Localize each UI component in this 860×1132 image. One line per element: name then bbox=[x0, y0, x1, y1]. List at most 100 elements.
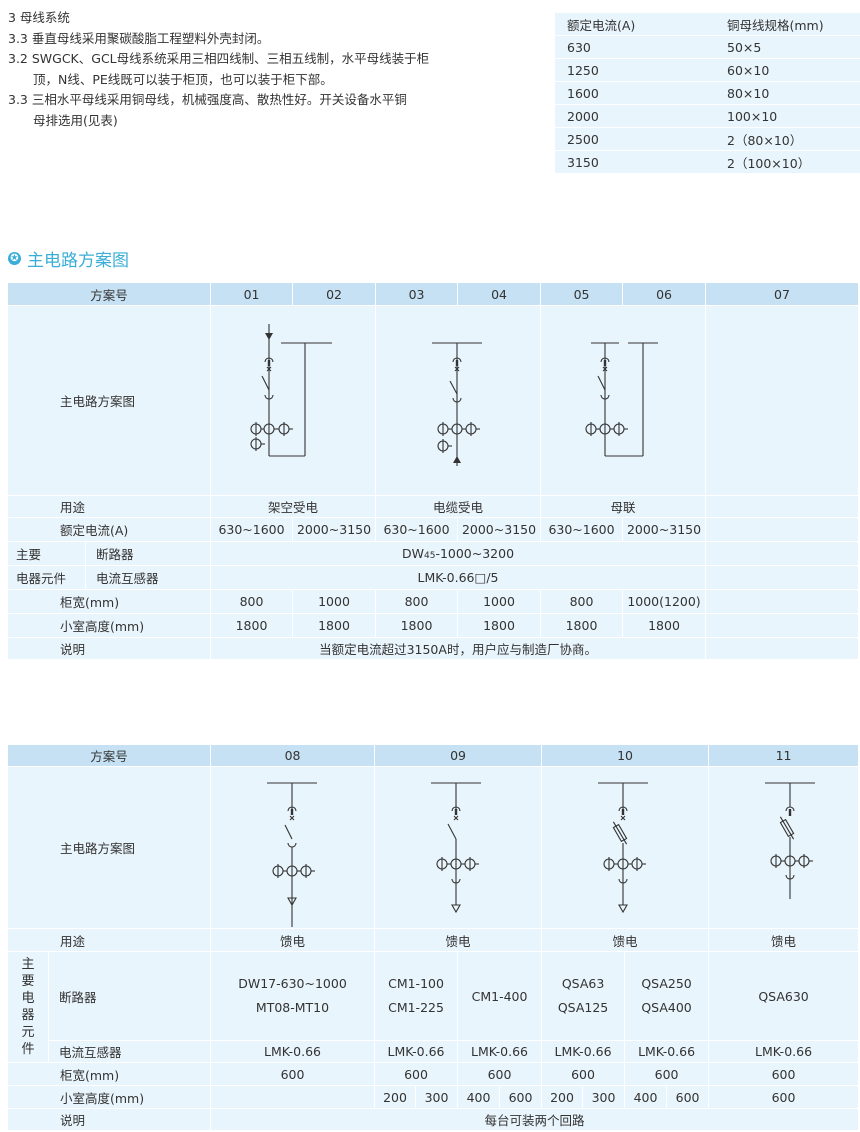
use-value: 母联 bbox=[541, 496, 706, 517]
diagram-row: 主电路方案图 bbox=[8, 767, 858, 928]
breaker-model: MT08-MT10 bbox=[255, 1000, 330, 1015]
use-row: 用途 馈电 馈电 馈电 馈电 bbox=[8, 929, 858, 951]
note-label: 说明 bbox=[8, 1109, 211, 1130]
empty-cell bbox=[706, 614, 858, 637]
height-value: 1800 bbox=[458, 614, 541, 637]
ct-label: 电流互感器 bbox=[86, 566, 211, 589]
height-value: 600 bbox=[500, 1086, 542, 1108]
breaker-prefix: DW bbox=[401, 546, 424, 561]
circuit-diagram-03-04 bbox=[376, 306, 541, 495]
intro-line: 母排选用(见表) bbox=[33, 112, 118, 128]
ct-value: LMK-0.66 bbox=[625, 1041, 709, 1062]
table-row: 3150 2（100×10） bbox=[555, 151, 860, 173]
empty-cell bbox=[211, 1086, 375, 1108]
current-value: 630~1600 bbox=[376, 518, 458, 541]
width-row: 柜宽(mm) 600 600 600 600 600 600 bbox=[8, 1063, 858, 1085]
breaker-model: CM1-225 bbox=[388, 1000, 444, 1015]
cell: 2500 bbox=[555, 128, 715, 150]
width-value: 800 bbox=[376, 590, 458, 613]
breaker-value: CM1-400 bbox=[458, 952, 542, 1040]
section-title-text: 主电路方案图 bbox=[27, 251, 129, 271]
intro-line: 顶，N线、PE线既可以装于柜顶，也可以装于柜下部。 bbox=[33, 71, 333, 87]
width-value: 600 bbox=[458, 1063, 542, 1085]
scheme-number: 02 bbox=[293, 283, 376, 305]
scheme-number: 05 bbox=[541, 283, 623, 305]
scheme-label: 方案号 bbox=[8, 745, 211, 766]
note-value: 当额定电流超过3150A时，用户应与制造厂协商。 bbox=[211, 638, 706, 659]
note-row: 说明 当额定电流超过3150A时，用户应与制造厂协商。 bbox=[8, 638, 858, 659]
use-value: 馈电 bbox=[375, 929, 542, 951]
empty-cell bbox=[706, 590, 858, 613]
cell: 1250 bbox=[555, 59, 715, 81]
breaker-value: QSA250 QSA400 bbox=[625, 952, 709, 1040]
breaker-model: QSA63 bbox=[561, 976, 605, 991]
ct-value: LMK-0.66 bbox=[542, 1041, 625, 1062]
width-row: 柜宽(mm) 800 1000 800 1000 800 1000(1200) bbox=[8, 590, 858, 613]
breaker-suffix: -1000~3200 bbox=[435, 546, 515, 561]
empty-cell bbox=[706, 542, 858, 565]
busbar-spec-table: 额定电流(A) 铜母线规格(mm) 630 50×5 1250 60×10 1600 8… bbox=[555, 12, 860, 174]
table-row: 2500 2（80×10） bbox=[555, 128, 860, 150]
use-label: 用途 bbox=[8, 929, 211, 951]
table-row: 2000 100×10 bbox=[555, 105, 860, 127]
scheme-number: 06 bbox=[623, 283, 706, 305]
circuit-diagram-icon bbox=[431, 782, 482, 914]
note-row: 说明 每台可装两个回路 bbox=[8, 1109, 858, 1130]
height-value: 400 bbox=[625, 1086, 667, 1108]
use-value: 架空受电 bbox=[211, 496, 376, 517]
ct-value: LMK-0.66□/5 bbox=[211, 566, 706, 589]
use-value: 电缆受电 bbox=[376, 496, 541, 517]
width-label: 柜宽(mm) bbox=[8, 590, 211, 613]
breaker-value: DW17-630~1000 MT08-MT10 bbox=[211, 952, 375, 1040]
current-value: 630~1600 bbox=[211, 518, 293, 541]
note-label: 说明 bbox=[8, 638, 211, 659]
circuit-diagram-icon bbox=[598, 782, 649, 914]
height-value: 600 bbox=[667, 1086, 709, 1108]
current-label: 额定电流(A) bbox=[8, 518, 211, 541]
scheme-number: 09 bbox=[375, 745, 542, 766]
main-circuit-table-1: 方案号 01 02 03 04 05 06 07 主电路方案图 用途 架空受电 … bbox=[7, 282, 859, 660]
header-cell: 铜母线规格(mm) bbox=[715, 13, 860, 35]
height-value: 1800 bbox=[541, 614, 623, 637]
cell: 1600 bbox=[555, 82, 715, 104]
scheme-header-row: 方案号 08 09 10 11 bbox=[8, 745, 858, 766]
intro-line: 3.3 垂直母线采用聚碳酸脂工程塑料外壳封闭。 bbox=[8, 30, 270, 46]
ct-value: LMK-0.66 bbox=[211, 1041, 375, 1062]
current-value: 2000~3150 bbox=[458, 518, 541, 541]
current-value: 2000~3150 bbox=[623, 518, 706, 541]
height-value: 600 bbox=[709, 1086, 858, 1108]
breaker-sub: 45 bbox=[423, 551, 436, 561]
ct-value: LMK-0.66 bbox=[375, 1041, 458, 1062]
circuit-diagram-icon bbox=[267, 782, 318, 927]
cell: 60×10 bbox=[715, 59, 860, 81]
breaker-value: DW45-1000~3200 bbox=[211, 542, 706, 565]
cell: 2（100×10） bbox=[715, 151, 860, 173]
main-circuit-table-2: 方案号 08 09 10 11 主电路方案图 用途 馈电 馈 bbox=[7, 744, 859, 1131]
diagram-label: 主电路方案图 bbox=[8, 767, 211, 928]
width-value: 1000 bbox=[293, 590, 376, 613]
intro-line: 3 母线系统 bbox=[8, 10, 70, 25]
breaker-label: 断路器 bbox=[49, 952, 211, 1040]
breaker-value: QSA63 QSA125 bbox=[542, 952, 625, 1040]
main-components-label: 主要电器元件 bbox=[8, 952, 48, 1062]
width-value: 600 bbox=[625, 1063, 709, 1085]
scheme-number: 10 bbox=[542, 745, 709, 766]
breaker-model: DW17-630~1000 bbox=[238, 976, 347, 991]
height-value: 400 bbox=[458, 1086, 500, 1108]
ct-row: 电器元件 电流互感器 LMK-0.66□/5 bbox=[8, 566, 858, 589]
height-value: 300 bbox=[583, 1086, 625, 1108]
height-value: 200 bbox=[375, 1086, 416, 1108]
breaker-value: QSA630 bbox=[709, 952, 858, 1040]
width-value: 600 bbox=[211, 1063, 375, 1085]
height-label: 小室高度(mm) bbox=[8, 1086, 211, 1108]
circuit-diagram-09 bbox=[375, 767, 542, 928]
use-label: 用途 bbox=[8, 496, 211, 517]
current-value: 630~1600 bbox=[541, 518, 623, 541]
width-label: 柜宽(mm) bbox=[8, 1063, 211, 1085]
main-components-text: 主要电器元件 bbox=[21, 957, 35, 1057]
circuit-diagram-11 bbox=[709, 767, 858, 928]
main-components-label: 主要 bbox=[8, 542, 85, 565]
cell: 2（80×10） bbox=[715, 128, 860, 150]
ct-value: LMK-0.66 bbox=[458, 1041, 542, 1062]
breaker-model: QSA400 bbox=[641, 1000, 692, 1015]
